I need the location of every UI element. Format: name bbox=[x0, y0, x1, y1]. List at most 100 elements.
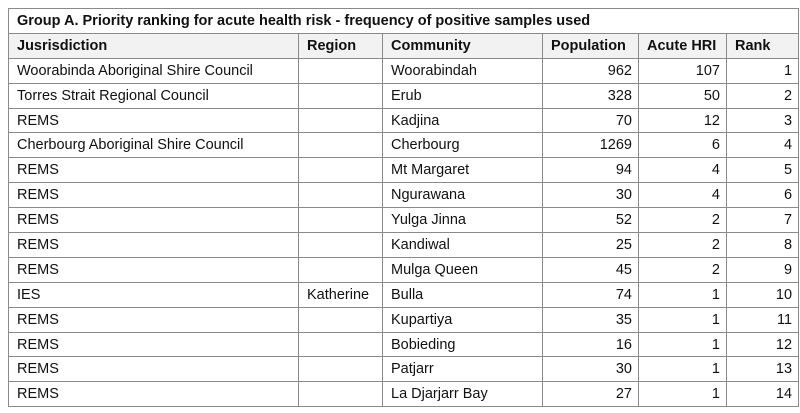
cell-acute-hri: 50 bbox=[638, 82, 727, 109]
cell-jurisdiction: REMS bbox=[8, 356, 299, 383]
cell-acute-hri: 107 bbox=[638, 57, 727, 84]
cell-community: Bobieding bbox=[382, 331, 543, 358]
cell-region bbox=[298, 356, 383, 383]
cell-population: 70 bbox=[542, 107, 639, 134]
cell-acute-hri: 6 bbox=[638, 132, 727, 159]
table-row: REMS Kupartiya 35 1 11 bbox=[8, 306, 800, 333]
cell-rank: 13 bbox=[725, 356, 800, 383]
cell-acute-hri: 4 bbox=[638, 182, 727, 209]
cell-community: Mulga Queen bbox=[382, 256, 543, 283]
cell-community: Erub bbox=[382, 82, 543, 109]
cell-community: Yulga Jinna bbox=[382, 207, 543, 234]
cell-rank: 1 bbox=[725, 57, 800, 84]
cell-population: 52 bbox=[542, 207, 639, 234]
table-row: REMS Ngurawana 30 4 6 bbox=[8, 182, 800, 209]
cell-acute-hri: 2 bbox=[638, 207, 727, 234]
table-row: REMS Kadjina 70 12 3 bbox=[8, 107, 800, 134]
cell-population: 94 bbox=[542, 157, 639, 184]
table-title-row: Group A. Priority ranking for acute heal… bbox=[7, 8, 800, 34]
cell-acute-hri: 1 bbox=[638, 331, 727, 358]
cell-jurisdiction: Cherbourg Aboriginal Shire Council bbox=[8, 132, 299, 159]
cell-acute-hri: 1 bbox=[638, 306, 727, 333]
cell-community: Kadjina bbox=[382, 107, 543, 134]
cell-rank: 8 bbox=[725, 232, 800, 258]
cell-rank: 14 bbox=[725, 381, 800, 408]
cell-rank: 7 bbox=[725, 207, 800, 234]
cell-acute-hri: 1 bbox=[638, 356, 727, 383]
table-row: IES Katherine Bulla 74 1 10 bbox=[8, 281, 800, 308]
cell-community: Mt Margaret bbox=[382, 157, 543, 184]
cell-acute-hri: 2 bbox=[638, 256, 727, 283]
table-row: Woorabinda Aboriginal Shire Council Woora… bbox=[8, 57, 800, 84]
cell-jurisdiction: REMS bbox=[8, 232, 299, 258]
cell-rank: 10 bbox=[725, 281, 800, 308]
cell-jurisdiction: Woorabinda Aboriginal Shire Council bbox=[8, 57, 299, 84]
cell-region bbox=[298, 331, 383, 358]
cell-population: 74 bbox=[542, 281, 639, 308]
cell-region: Katherine bbox=[298, 281, 383, 308]
cell-acute-hri: 1 bbox=[638, 281, 727, 308]
cell-jurisdiction: REMS bbox=[8, 256, 299, 283]
cell-jurisdiction: REMS bbox=[8, 381, 299, 408]
ranking-table-container: Group A. Priority ranking for acute heal… bbox=[7, 8, 800, 408]
cell-population: 30 bbox=[542, 182, 639, 209]
cell-jurisdiction: IES bbox=[8, 281, 299, 308]
cell-region bbox=[298, 132, 383, 159]
table-row: REMS Yulga Jinna 52 2 7 bbox=[8, 207, 800, 234]
cell-region bbox=[298, 157, 383, 184]
cell-rank: 9 bbox=[725, 256, 800, 283]
cell-community: Patjarr bbox=[382, 356, 543, 383]
cell-jurisdiction: REMS bbox=[8, 331, 299, 358]
cell-community: Ngurawana bbox=[382, 182, 543, 209]
table-title: Group A. Priority ranking for acute heal… bbox=[7, 8, 800, 34]
cell-jurisdiction: REMS bbox=[8, 157, 299, 184]
cell-jurisdiction: Torres Strait Regional Council bbox=[8, 82, 299, 109]
cell-population: 962 bbox=[542, 57, 639, 84]
column-header-acute-hri: Acute HRI bbox=[638, 32, 727, 59]
cell-community: Bulla bbox=[382, 281, 543, 308]
cell-rank: 6 bbox=[725, 182, 800, 209]
table-header-row: Jusrisdiction Region Community Populatio… bbox=[8, 32, 800, 59]
table-row: REMS Bobieding 16 1 12 bbox=[8, 331, 800, 358]
table-body: Woorabinda Aboriginal Shire Council Woora… bbox=[8, 57, 800, 408]
table-row: Torres Strait Regional Council Erub 328 50 2 bbox=[8, 82, 800, 109]
column-header-jurisdiction: Jusrisdiction bbox=[8, 32, 299, 59]
cell-population: 35 bbox=[542, 306, 639, 333]
cell-population: 328 bbox=[542, 82, 639, 109]
priority-ranking-table: Group A. Priority ranking for acute heal… bbox=[7, 8, 800, 408]
column-header-community: Community bbox=[382, 32, 543, 59]
table-row: REMS Patjarr 30 1 13 bbox=[8, 356, 800, 383]
cell-rank: 4 bbox=[725, 132, 800, 159]
cell-rank: 11 bbox=[725, 306, 800, 333]
cell-region bbox=[298, 207, 383, 234]
cell-community: Kupartiya bbox=[382, 306, 543, 333]
cell-region bbox=[298, 57, 383, 84]
cell-rank: 12 bbox=[725, 331, 800, 358]
table-row: REMS Kandiwal 25 2 8 bbox=[8, 232, 800, 258]
cell-acute-hri: 12 bbox=[638, 107, 727, 134]
cell-jurisdiction: REMS bbox=[8, 107, 299, 134]
cell-community: Cherbourg bbox=[382, 132, 543, 159]
cell-region bbox=[298, 82, 383, 109]
table-row: Cherbourg Aboriginal Shire Council Cherbo… bbox=[8, 132, 800, 159]
cell-community: Kandiwal bbox=[382, 232, 543, 258]
cell-community: La Djarjarr Bay bbox=[382, 381, 543, 408]
cell-jurisdiction: REMS bbox=[8, 306, 299, 333]
cell-rank: 3 bbox=[725, 107, 800, 134]
cell-region bbox=[298, 232, 383, 258]
cell-acute-hri: 1 bbox=[638, 381, 727, 408]
cell-rank: 2 bbox=[725, 82, 800, 109]
cell-jurisdiction: REMS bbox=[8, 182, 299, 209]
table-row: REMS La Djarjarr Bay 27 1 14 bbox=[8, 381, 800, 408]
table-row: REMS Mulga Queen 45 2 9 bbox=[8, 256, 800, 283]
cell-community: Woorabindah bbox=[382, 57, 543, 84]
cell-acute-hri: 4 bbox=[638, 157, 727, 184]
cell-region bbox=[298, 107, 383, 134]
cell-region bbox=[298, 182, 383, 209]
cell-population: 30 bbox=[542, 356, 639, 383]
cell-population: 27 bbox=[542, 381, 639, 408]
table-row: REMS Mt Margaret 94 4 5 bbox=[8, 157, 800, 184]
cell-population: 1269 bbox=[542, 132, 639, 159]
column-header-region: Region bbox=[298, 32, 383, 59]
column-header-rank: Rank bbox=[725, 32, 800, 59]
